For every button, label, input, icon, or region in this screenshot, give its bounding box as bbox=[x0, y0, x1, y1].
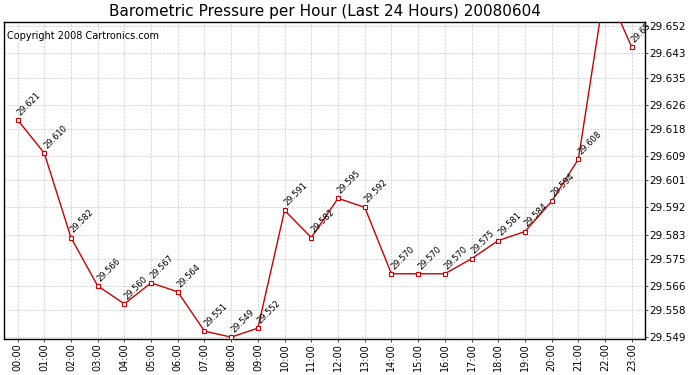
Text: 29.595: 29.595 bbox=[336, 169, 363, 195]
Text: 29.584: 29.584 bbox=[523, 202, 550, 229]
Text: 29.570: 29.570 bbox=[443, 244, 469, 271]
Text: 29.567: 29.567 bbox=[149, 253, 176, 280]
Text: 29.621: 29.621 bbox=[15, 90, 42, 117]
Text: 29.581: 29.581 bbox=[496, 211, 523, 238]
Text: 29.65: 29.65 bbox=[629, 21, 653, 45]
Text: 29.582: 29.582 bbox=[309, 208, 336, 235]
Text: 29.566: 29.566 bbox=[95, 256, 122, 283]
Text: 29.594: 29.594 bbox=[549, 172, 576, 198]
Text: 29.551: 29.551 bbox=[202, 302, 229, 328]
Text: 29.591: 29.591 bbox=[282, 181, 309, 208]
Text: 29.552: 29.552 bbox=[256, 298, 282, 326]
Text: 29.570: 29.570 bbox=[389, 244, 416, 271]
Title: Barometric Pressure per Hour (Last 24 Hours) 20080604: Barometric Pressure per Hour (Last 24 Ho… bbox=[109, 4, 540, 19]
Text: 29.630: 29.630 bbox=[0, 374, 1, 375]
Text: 29.570: 29.570 bbox=[416, 244, 443, 271]
Text: 29.610: 29.610 bbox=[42, 123, 69, 150]
Text: 29.582: 29.582 bbox=[69, 208, 96, 235]
Text: Copyright 2008 Cartronics.com: Copyright 2008 Cartronics.com bbox=[8, 31, 159, 41]
Text: 29.575: 29.575 bbox=[469, 229, 496, 256]
Text: 29.592: 29.592 bbox=[362, 178, 389, 205]
Text: 29.608: 29.608 bbox=[576, 129, 603, 156]
Text: 29.549: 29.549 bbox=[229, 308, 256, 334]
Text: 29.560: 29.560 bbox=[122, 274, 149, 301]
Text: 29.564: 29.564 bbox=[175, 262, 202, 289]
